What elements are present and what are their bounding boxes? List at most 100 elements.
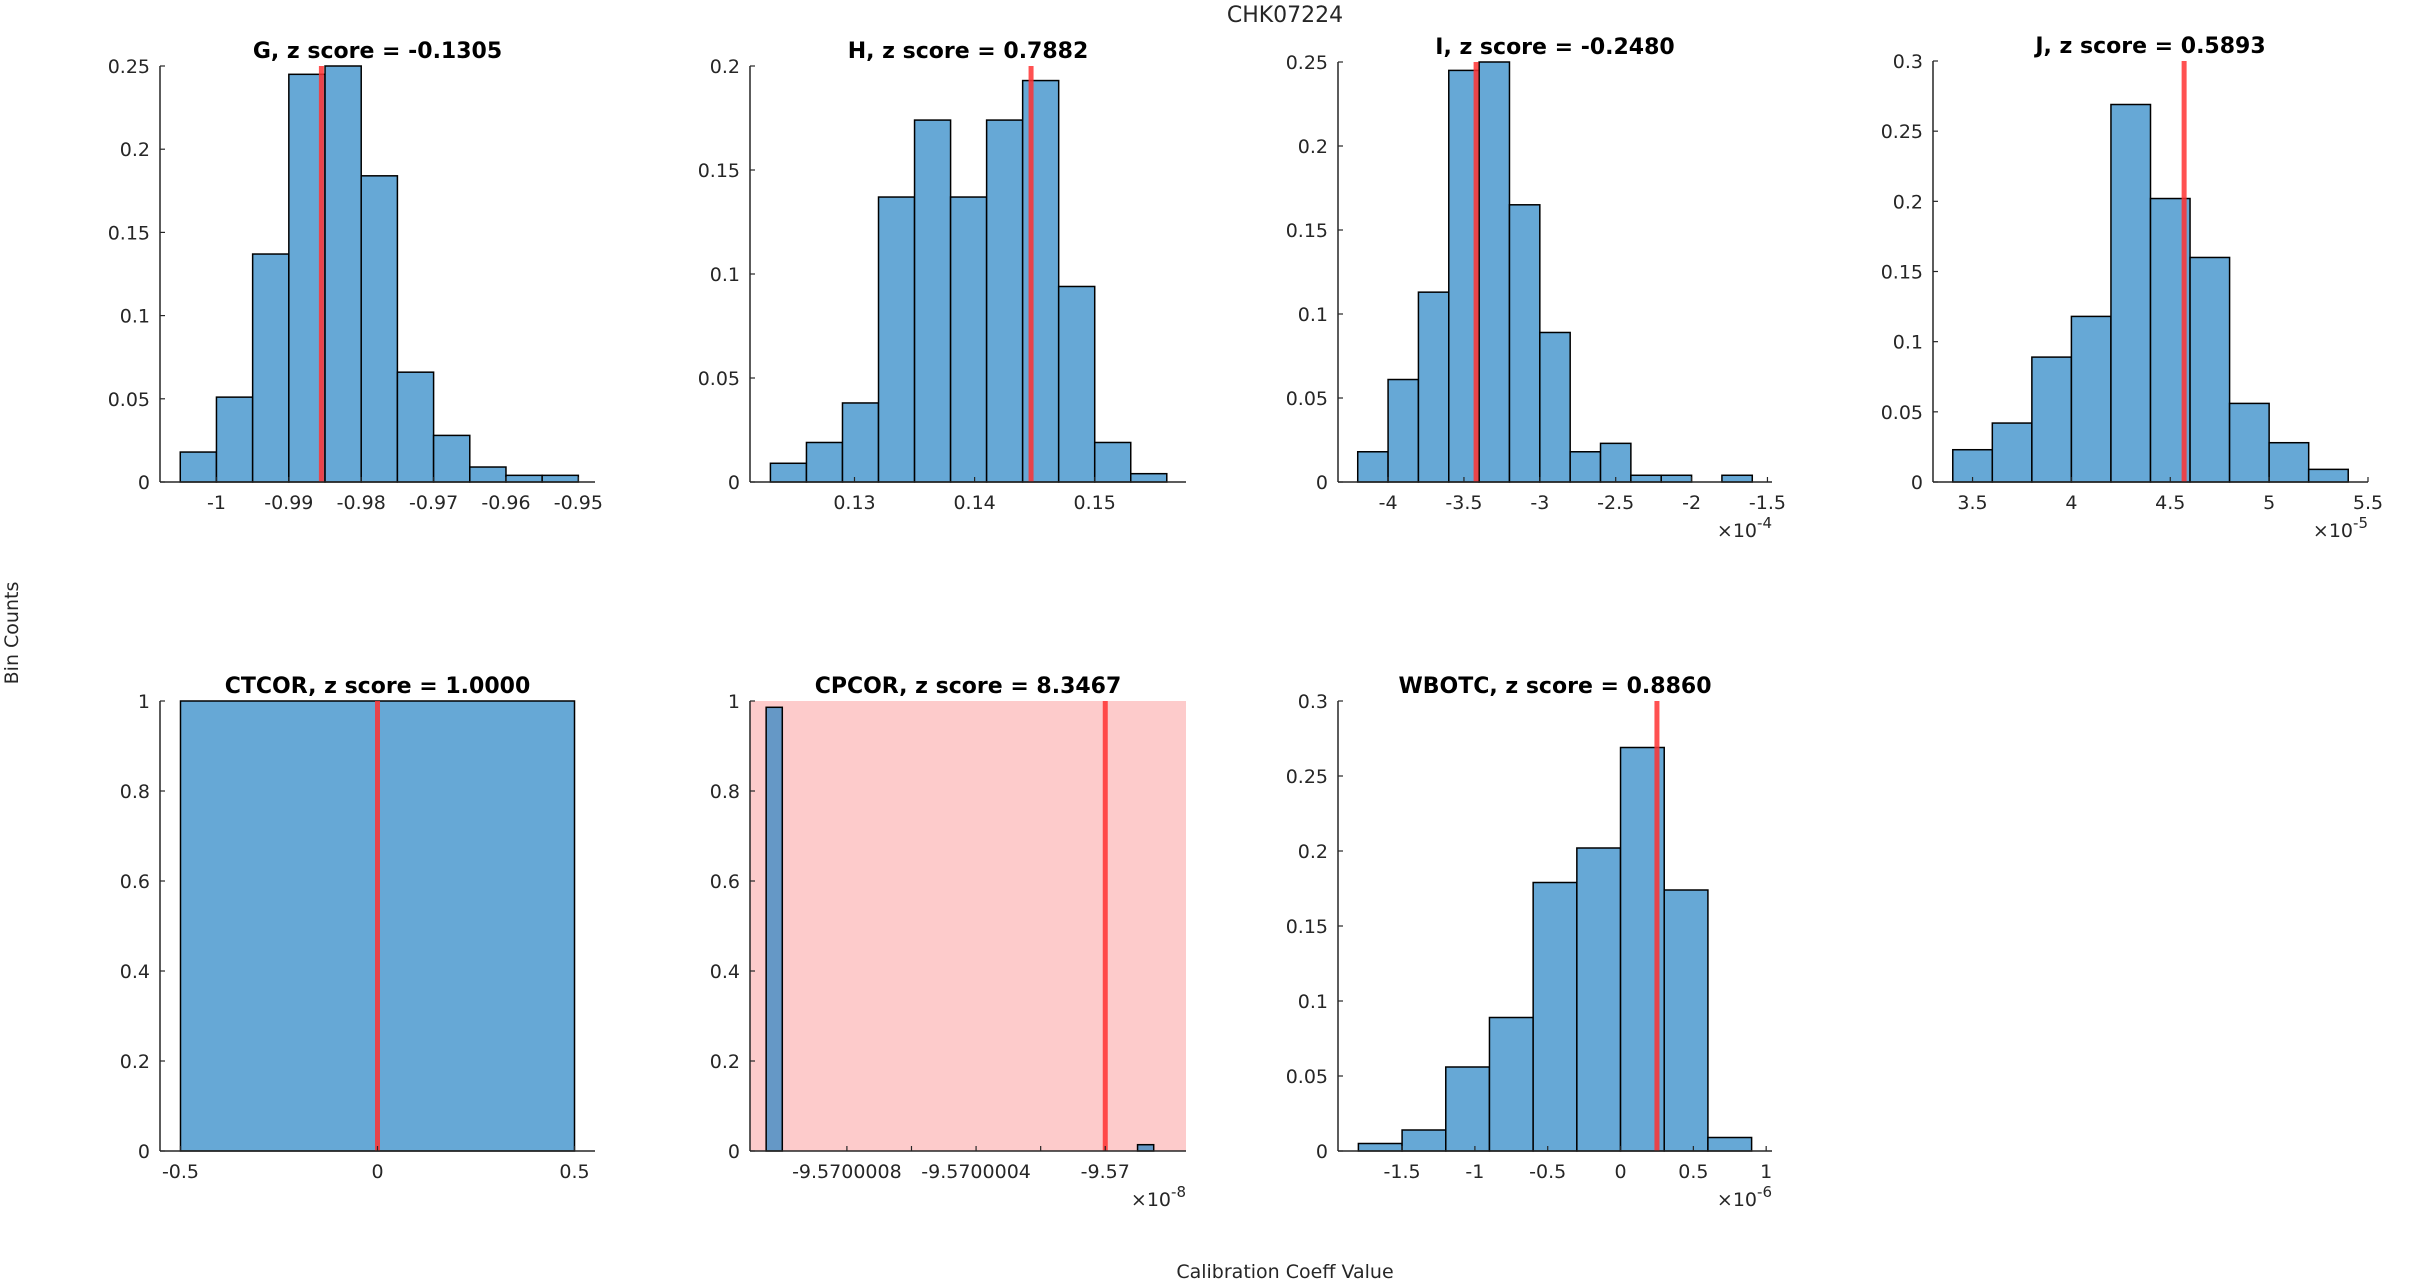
y-tick-label: 0.2	[1298, 841, 1328, 863]
y-tick-label: 0.4	[710, 961, 740, 983]
subplot-title: J, z score = 0.5893	[2033, 34, 2265, 59]
y-tick-label: 0.05	[1286, 1066, 1328, 1088]
histogram-bar	[769, 462, 808, 483]
histogram-bar	[251, 253, 290, 483]
exponent-power: -5	[2353, 514, 2368, 532]
histogram-bar	[985, 119, 1024, 483]
histogram-bar	[913, 119, 952, 483]
subplot-ctcor: 0 0.2 0.4 0.6 0.8 1 -0.5 0 0.5 CTCOR, z score = 1…	[120, 674, 595, 1183]
histogram-bar	[396, 371, 435, 483]
y-tick-label: 0.15	[1881, 262, 1923, 284]
y-tick-label: 0.25	[1286, 52, 1328, 74]
subplot-title: WBOTC, z score = 0.8860	[1398, 674, 1711, 699]
y-tick-label: 1	[728, 691, 740, 713]
subplot-j: 0 0.05 0.1 0.15 0.2 0.25 0.3 3.5 4 4.5 5 5.5×10-5 J,…	[1881, 34, 2383, 542]
histogram-bar	[1488, 1016, 1534, 1152]
y-tick-label: 0.2	[1298, 136, 1328, 158]
y-tick-label: 0.6	[120, 871, 150, 893]
histogram-bar	[1599, 442, 1632, 483]
histogram-bar	[1630, 474, 1662, 483]
x-tick-label: -0.97	[409, 492, 458, 514]
x-tick-label: 0.13	[833, 492, 875, 514]
y-tick-label: 0.2	[120, 139, 150, 161]
x-tick-label: -4	[1379, 492, 1398, 514]
x-tick-label: -9.57	[1081, 1161, 1130, 1183]
y-tick-label: 0.1	[1298, 304, 1328, 326]
x-tick-label: -1	[1465, 1161, 1484, 1183]
x-exponent-label: ×10-6	[1717, 1183, 1772, 1211]
histogram-bar	[1991, 422, 2033, 483]
flag-background	[750, 701, 1186, 1151]
y-tick-label: 0.05	[1881, 402, 1923, 424]
y-tick-label: 0.2	[120, 1051, 150, 1073]
y-tick-label: 0.05	[108, 389, 150, 411]
subplot-title: I, z score = -0.2480	[1435, 35, 1674, 60]
x-tick-label: -1.5	[1749, 492, 1786, 514]
y-tick-label: 0	[1316, 1141, 1328, 1163]
x-tick-label: -0.99	[264, 492, 313, 514]
subplot-i: 00.050.10.150.20.25-4 -3.5 -3 -2.5 -2 -1.5×10…	[1286, 35, 1786, 542]
x-tick-label: -3	[1530, 492, 1549, 514]
subplot-title: H, z score = 0.7882	[848, 39, 1089, 64]
histogram-bar	[2031, 356, 2073, 483]
histogram-bar	[1478, 61, 1511, 483]
histogram-bar	[841, 402, 880, 483]
histogram-bar	[1387, 378, 1420, 483]
subplot-grid: 00.050.10.150.20.25-1 -0.99 -0.98 -0.97 -0.9…	[108, 34, 2383, 1211]
y-tick-label: 0.2	[710, 1051, 740, 1073]
histogram-bar	[2110, 103, 2152, 483]
y-tick-label: 0	[1911, 472, 1923, 494]
histogram-bar	[360, 175, 399, 483]
histogram-bar	[505, 474, 543, 483]
histogram-bar	[1093, 441, 1132, 483]
histogram-bar	[1721, 474, 1754, 483]
x-tick-label: 4	[2065, 492, 2077, 514]
y-tick-label: 0	[138, 1141, 150, 1163]
y-tick-label: 0.2	[1893, 191, 1923, 213]
y-tick-label: 0.15	[1286, 220, 1328, 242]
histogram-bar	[1508, 204, 1541, 483]
histogram-bar	[1401, 1129, 1447, 1152]
y-tick-label: 0.6	[710, 871, 740, 893]
y-tick-label: 0.25	[108, 56, 150, 78]
x-tick-label: -9.5700004	[921, 1161, 1031, 1183]
subplot-cpcor: 0 0.2 0.4 0.6 0.8 1 -9.5700008 -9.5700004 -9.57×…	[710, 674, 1186, 1211]
exponent-power: -4	[1757, 514, 1772, 532]
y-tick-label: 1	[138, 691, 150, 713]
histogram-bar	[215, 396, 254, 483]
y-tick-label: 0.1	[1893, 332, 1923, 354]
y-tick-label: 0.2	[710, 56, 740, 78]
histogram-bar	[324, 65, 362, 483]
histogram-bar	[1356, 451, 1389, 483]
histogram-bar	[1129, 472, 1168, 483]
histogram-bar	[765, 706, 784, 1152]
histogram-bar	[1357, 1142, 1403, 1152]
histogram-bar	[1569, 451, 1602, 483]
x-tick-label: -1.5	[1384, 1161, 1421, 1183]
x-tick-label: 3.5	[1957, 492, 1987, 514]
exponent-base: ×10	[1717, 520, 1757, 542]
x-tick-label: 0.15	[1074, 492, 1116, 514]
histogram-bar	[805, 441, 844, 483]
x-tick-label: -1	[207, 492, 226, 514]
x-exponent-label: ×10-5	[2313, 514, 2368, 542]
histogram-bar	[1539, 331, 1571, 483]
x-tick-label: 0.14	[953, 492, 995, 514]
subplot-title: G, z score = -0.1305	[253, 39, 502, 64]
histogram-bar	[432, 434, 471, 483]
histogram-bar	[2268, 441, 2310, 483]
exponent-base: ×10	[1717, 1189, 1757, 1211]
y-tick-label: 0	[728, 472, 740, 494]
histogram-bar	[2189, 256, 2231, 483]
y-tick-label: 0.3	[1298, 691, 1328, 713]
figure-xlabel: Calibration Coeff Value	[1176, 1261, 1393, 1281]
figure-ylabel: Bin Counts	[1, 582, 23, 685]
y-tick-label: 0.15	[1286, 916, 1328, 938]
y-tick-label: 0.1	[1298, 991, 1328, 1013]
y-tick-label: 0.8	[120, 781, 150, 803]
x-tick-label: 0.5	[1678, 1161, 1708, 1183]
x-exponent-label: ×10-8	[1131, 1183, 1186, 1211]
histogram-bar	[1660, 474, 1693, 483]
exponent-base: ×10	[1131, 1189, 1171, 1211]
